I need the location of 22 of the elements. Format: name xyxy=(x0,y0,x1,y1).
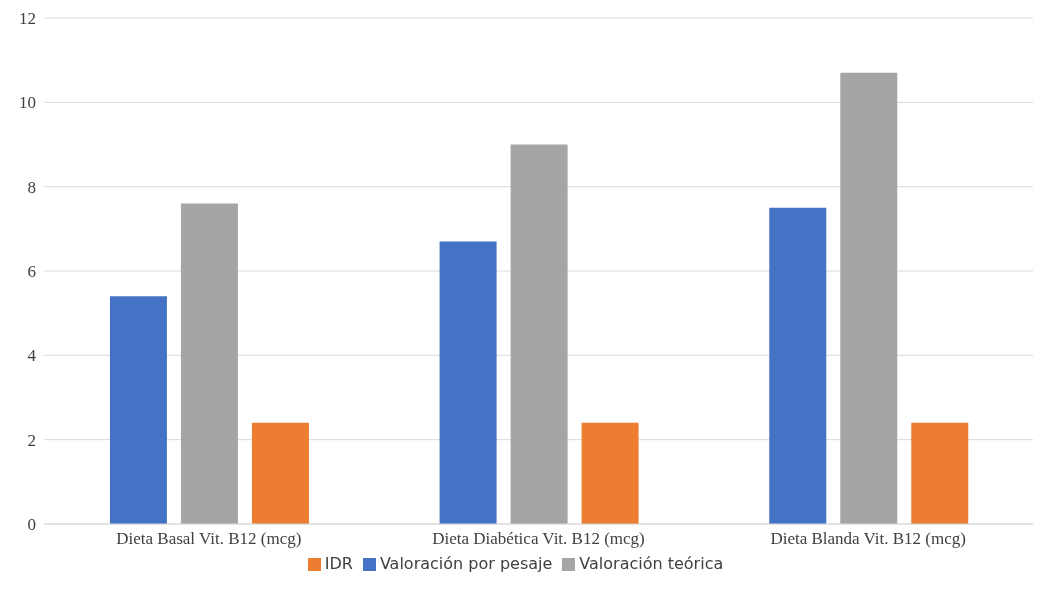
x-tick-label: Dieta Diabética Vit. B12 (mcg) xyxy=(432,529,645,549)
y-tick-label: 12 xyxy=(19,9,36,29)
x-tick-label: Dieta Blanda Vit. B12 (mcg) xyxy=(770,529,966,549)
y-tick-label: 2 xyxy=(27,430,36,450)
y-tick-label: 10 xyxy=(19,93,36,113)
bar xyxy=(510,144,568,524)
legend-label: Valoración teórica xyxy=(579,554,724,573)
bar xyxy=(840,72,898,524)
bar xyxy=(109,296,167,524)
y-tick-label: 8 xyxy=(27,177,36,197)
legend-label: Valoración por pesaje xyxy=(379,554,553,573)
legend-label: IDR xyxy=(324,554,353,573)
bar xyxy=(911,422,969,524)
y-tick-label: 4 xyxy=(27,346,37,366)
y-tick-label: 0 xyxy=(27,515,36,535)
bar xyxy=(439,241,497,524)
bar xyxy=(581,422,639,524)
y-tick-label: 6 xyxy=(27,262,36,282)
bar xyxy=(251,422,309,524)
bar xyxy=(769,207,827,524)
x-tick-label: Dieta Basal Vit. B12 (mcg) xyxy=(116,529,302,549)
bar xyxy=(180,203,238,524)
